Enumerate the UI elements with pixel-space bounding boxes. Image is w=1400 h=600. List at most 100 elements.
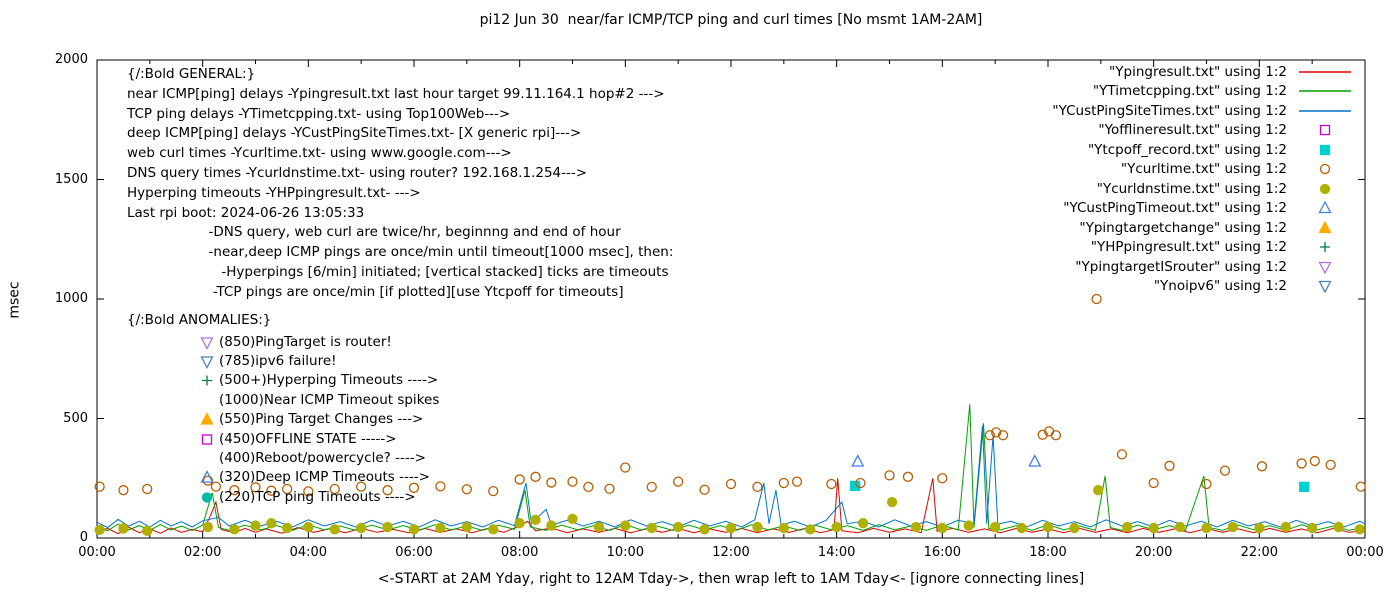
- circle-open-icon: [461, 484, 472, 495]
- legend-item-label: "YpingtargetISrouter" using 1:2: [1075, 258, 1287, 275]
- circle-open-icon: [1219, 465, 1231, 476]
- legend-item-label: "Ynoipv6" using 1:2: [1153, 278, 1287, 295]
- circle-filled-icon: [886, 496, 898, 508]
- legend-item: "YCustPingSiteTimes.txt" using 1:2: [1052, 101, 1356, 121]
- circle-filled-icon: [382, 521, 393, 533]
- circle-open-icon: [488, 486, 499, 497]
- legend-sample: [1299, 90, 1351, 92]
- circle-open-icon: [303, 486, 314, 497]
- x-tick-label: 12:00: [712, 545, 750, 560]
- legend-item: "Ycurldnstime.txt" using 1:2: [1052, 179, 1356, 199]
- circle-filled-icon: [118, 523, 129, 534]
- y-tick-label: 0: [79, 530, 88, 545]
- legend-item: "Ypingtargetchange" using 1:2: [1052, 218, 1356, 238]
- square-open-icon: [201, 433, 213, 445]
- general-note-line: near ICMP[ping] delays -Ypingresult.txt …: [127, 85, 665, 102]
- legend-sample: [1318, 220, 1332, 233]
- legend-sample: [1318, 261, 1332, 275]
- triangle-up-filled-icon: [1318, 220, 1332, 233]
- anomaly-item: (220)TCP ping Timeouts ---->: [127, 487, 439, 506]
- circle-filled-icon: [1254, 522, 1265, 534]
- circle-open-icon: [1309, 455, 1320, 467]
- circle-open-icon: [673, 476, 684, 487]
- square-open-icon: [1319, 125, 1331, 136]
- circle-filled-icon: [620, 520, 631, 531]
- circle-filled-icon: [1307, 522, 1318, 534]
- legend-item-label: "YCustPingTimeout.txt" using 1:2: [1063, 200, 1287, 217]
- circle-open-icon: [699, 484, 710, 495]
- triangle-down-open-icon: [1318, 261, 1332, 275]
- circle-open-icon: [1164, 460, 1175, 471]
- legend-item: "YHPpingresult.txt" using 1:2: [1052, 238, 1356, 258]
- circle-open-icon: [937, 473, 948, 484]
- legend-item-label: "YHPpingresult.txt" using 1:2: [1090, 239, 1287, 256]
- circle-filled-icon: [1042, 521, 1054, 533]
- circle-filled-icon: [514, 518, 525, 529]
- anomalies-header: {/:Bold ANOMALIES:}: [127, 312, 272, 328]
- legend-item-label: "YTimetcpping.txt" using 1:2: [1092, 83, 1287, 100]
- anomaly-item: (1000)Near ICMP Timeout spikes: [127, 390, 439, 409]
- triangle-up-open-icon: [200, 470, 214, 484]
- general-notes: {/:Bold GENERAL:} near ICMP[ping] delays …: [127, 66, 673, 304]
- circle-open-icon: [902, 471, 914, 482]
- circle-open-icon: [1148, 477, 1159, 489]
- anomaly-item-label: (500+)Hyperping Timeouts ---->: [219, 372, 439, 389]
- anomaly-item: (550)Ping Target Changes --->: [127, 410, 439, 429]
- circle-filled-icon: [282, 522, 293, 534]
- general-note-line: DNS query times -Ycurldnstime.txt- using…: [127, 164, 588, 181]
- square-open-icon: [199, 431, 219, 447]
- circle-open-icon: [356, 481, 367, 492]
- general-note-line: TCP ping delays -YTimetcpping.txt- using…: [127, 105, 511, 122]
- anomaly-notes: {/:Bold ANOMALIES:} (850)PingTarget is ro…: [127, 312, 439, 507]
- circle-open-icon: [855, 477, 866, 489]
- legend-sample: [1320, 242, 1330, 253]
- circle-filled-icon: [303, 521, 314, 533]
- legend-item-label: "Ycurltime.txt" using 1:2: [1120, 161, 1287, 178]
- x-tick-label: 20:00: [1134, 545, 1173, 560]
- circle-open-icon: [1296, 458, 1307, 469]
- circle-open-icon: [94, 481, 105, 492]
- circle-open-icon: [752, 481, 763, 493]
- legend-item: "Ycurltime.txt" using 1:2: [1052, 160, 1356, 180]
- triangle-up-open-icon: [1318, 200, 1332, 214]
- circle-filled-icon: [646, 522, 657, 534]
- legend-item: "Ynoipv6" using 1:2: [1052, 277, 1356, 297]
- circle-filled-icon: [1069, 522, 1080, 534]
- circle-filled-icon: [266, 518, 277, 529]
- series-line: [96, 404, 1366, 532]
- circle-filled-icon: [1333, 521, 1344, 533]
- plus-icon: [1320, 242, 1330, 253]
- y-tick-label: 500: [63, 410, 88, 426]
- circle-filled-icon: [1354, 524, 1365, 535]
- circle-filled-icon: [910, 521, 922, 533]
- legend-item: "Ypingresult.txt" using 1:2: [1052, 62, 1356, 82]
- series-ypingresult: [96, 478, 1366, 535]
- legend-item: "Yofflineresult.txt" using 1:2: [1052, 121, 1356, 141]
- legend-sample: [1299, 110, 1351, 112]
- legend-sample: [1319, 164, 1331, 175]
- series-ycurltime: [94, 293, 1366, 497]
- general-note-line: Hyperping timeouts -YHPpingresult.txt- -…: [127, 184, 421, 201]
- circle-filled-icon: [461, 521, 472, 533]
- circle-filled-icon: [1319, 183, 1331, 194]
- circle-filled-icon: [857, 518, 869, 529]
- x-tick-label: 08:00: [500, 545, 539, 560]
- circle-open-icon: [567, 476, 578, 487]
- general-note-line: web curl times -Ycurltime.txt- using www…: [127, 145, 512, 162]
- circle-open-icon: [435, 481, 446, 492]
- legend-item-label: "Ypingresult.txt" using 1:2: [1109, 63, 1287, 80]
- legend-sample: [1319, 183, 1331, 194]
- circle-open-icon: [1091, 293, 1102, 305]
- circle-open-icon: [725, 478, 737, 490]
- chart-title: pi12 Jun 30 near/far ICMP/TCP ping and c…: [479, 12, 983, 28]
- anomaly-item: (500+)Hyperping Timeouts ---->: [127, 371, 439, 390]
- circle-filled-icon: [329, 524, 340, 535]
- general-note-line: deep ICMP[ping] delays -YCustPingSiteTim…: [127, 125, 582, 142]
- circle-filled-icon: [94, 524, 105, 536]
- circle-filled-icon: [752, 521, 763, 533]
- circle-open-icon: [1319, 164, 1331, 175]
- circle-filled-icon: [937, 522, 948, 534]
- triangle-up-open-icon: [1028, 454, 1042, 467]
- y-tick-label: 1000: [54, 291, 88, 306]
